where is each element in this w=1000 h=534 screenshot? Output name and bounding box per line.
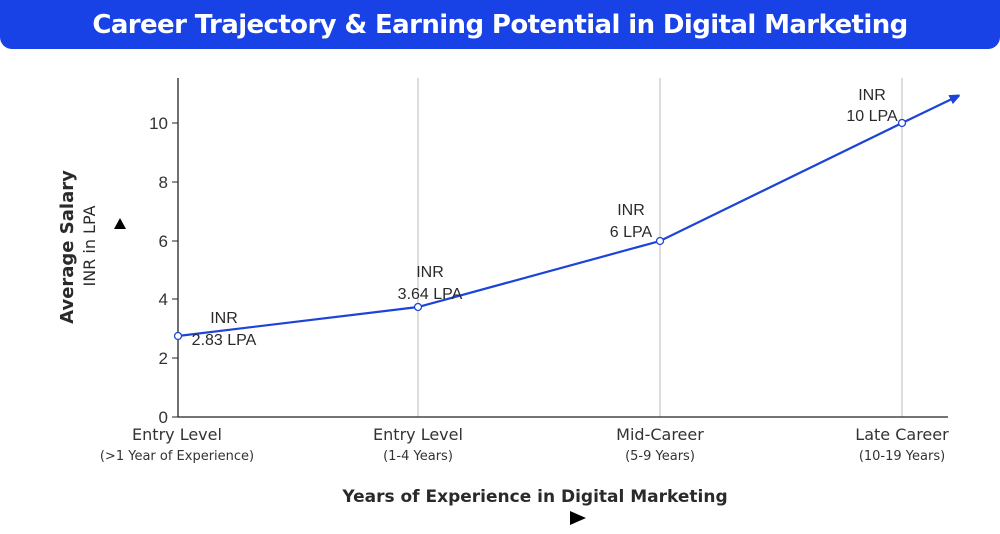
category-label: Entry Level [373, 425, 463, 444]
x-axis-label: Years of Experience in Digital Marketing [341, 487, 727, 507]
y-axis-sublabel: INR in LPA [80, 205, 99, 286]
data-label-line1: INR [210, 310, 238, 327]
y-tick-2: 2 [159, 349, 168, 368]
y-tick-0: 0 [159, 408, 168, 427]
gridlines [417, 78, 903, 417]
y-tick-6: 6 [159, 232, 168, 251]
category-sublabel: (10-19 Years) [859, 449, 945, 464]
arrow-up-icon [114, 218, 126, 272]
category-label: Entry Level [132, 425, 222, 444]
data-labels: INR 2.83 LPA INR 3.64 LPA INR 6 LPA INR … [192, 87, 898, 349]
data-label-line2: 3.64 LPA [398, 286, 463, 303]
x-category-labels: Entry Level (>1 Year of Experience) Entr… [100, 425, 949, 464]
data-label-line1: INR [858, 87, 886, 104]
category-label: Late Career [855, 425, 949, 444]
data-label-line1: INR [416, 264, 444, 281]
data-point [655, 236, 665, 246]
y-tick-8: 8 [159, 173, 168, 192]
chart-title: Career Trajectory & Earning Potential in… [92, 9, 908, 40]
y-tick-labels: 0 2 4 6 8 10 [149, 114, 168, 427]
data-label-line2: 6 LPA [610, 224, 653, 241]
axes [172, 78, 948, 418]
data-point [173, 331, 183, 341]
arrow-right-icon [486, 511, 586, 525]
category-sublabel: (5-9 Years) [625, 449, 695, 464]
data-point [897, 118, 907, 128]
category-sublabel: (1-4 Years) [383, 449, 453, 464]
data-label-line2: 10 LPA [846, 108, 898, 125]
data-point [413, 302, 423, 312]
data-label-line2: 2.83 LPA [192, 332, 257, 349]
category-sublabel: (>1 Year of Experience) [100, 449, 254, 464]
y-axis-title: Average Salary INR in LPA [57, 170, 126, 324]
trend-arrow-icon [901, 97, 956, 124]
title-banner: Career Trajectory & Earning Potential in… [0, 0, 1000, 49]
y-tick-4: 4 [159, 290, 168, 309]
y-axis-label: Average Salary [57, 170, 78, 324]
y-tick-10: 10 [149, 114, 168, 133]
salary-series [173, 97, 957, 341]
x-axis-title: Years of Experience in Digital Marketing [341, 487, 728, 525]
data-label-line1: INR [617, 202, 645, 219]
category-label: Mid-Career [616, 425, 704, 444]
